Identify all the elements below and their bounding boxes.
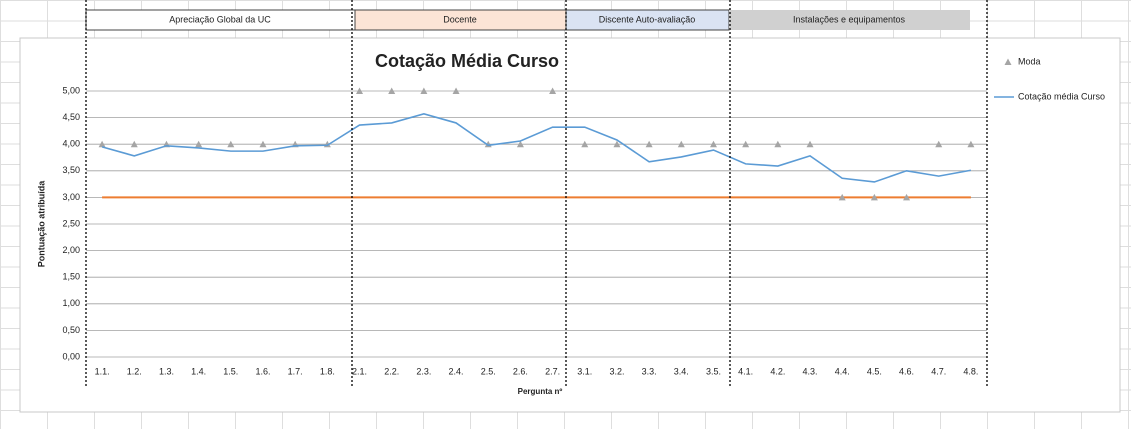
mode-marker (613, 140, 621, 148)
x-tick-label: 2.5. (481, 366, 496, 376)
mode-marker (195, 140, 203, 148)
mode-marker (356, 87, 364, 94)
header-label: Discente Auto-avaliação (599, 14, 696, 24)
header-cell (729, 10, 970, 30)
x-tick-label: 1.4. (191, 366, 206, 376)
mode-marker (935, 140, 943, 148)
x-axis-label: Pergunta nº (518, 387, 563, 396)
mode-marker (742, 140, 750, 148)
mode-marker (903, 193, 911, 201)
x-tick-label: 4.8. (963, 366, 978, 376)
y-tick-label: 3,50 (62, 165, 80, 175)
mode-marker (806, 140, 814, 148)
mode-marker (227, 140, 235, 148)
x-tick-label: 2.6. (513, 366, 528, 376)
x-tick-label: 3.4. (674, 366, 689, 376)
x-tick-label: 4.3. (803, 366, 818, 376)
mean-line (101, 113, 972, 183)
legend-label: Cotação média Curso (1018, 91, 1105, 101)
x-tick-label: 3.2. (609, 366, 624, 376)
chart-title: Cotação Média Curso (375, 51, 559, 71)
mode-marker (967, 140, 975, 148)
y-tick-label: 4,50 (62, 112, 80, 122)
header-label: Docente (443, 14, 477, 24)
x-tick-label: 2.4. (449, 366, 464, 376)
x-tick-label: 4.6. (899, 366, 914, 376)
x-tick-label: 3.1. (577, 366, 592, 376)
x-tick-label: 2.7. (545, 366, 560, 376)
y-tick-label: 0,50 (62, 325, 80, 335)
section-dividers (85, 0, 988, 386)
mode-marker (645, 140, 653, 148)
x-tick-label: 2.3. (416, 366, 431, 376)
x-tick-label: 1.6. (255, 366, 270, 376)
mode-marker (774, 140, 782, 148)
x-tick-label: 1.3. (159, 366, 174, 376)
mode-marker (259, 140, 267, 148)
x-tick-label: 2.2. (384, 366, 399, 376)
mode-marker (677, 140, 685, 148)
x-tick-label: 1.1. (95, 366, 110, 376)
mode-marker (452, 87, 460, 94)
y-tick-label: 4,00 (62, 139, 80, 149)
legend-marker (1004, 58, 1012, 65)
x-tick-label: 4.5. (867, 366, 882, 376)
x-tick-label: 1.5. (223, 366, 238, 376)
mode-marker (581, 140, 589, 148)
x-tick-label: 2.1. (352, 366, 367, 376)
mode-marker (838, 193, 846, 201)
y-tick-label: 0,00 (62, 351, 80, 361)
y-axis-label: Pontuação atribuída (36, 180, 46, 268)
x-tick-label: 3.3. (642, 366, 657, 376)
x-tick-label: 4.2. (770, 366, 785, 376)
mode-marker (870, 193, 878, 201)
x-tick-label: 4.4. (835, 366, 850, 376)
y-tick-label: 3,00 (62, 192, 80, 202)
x-tick-label: 4.1. (738, 366, 753, 376)
mode-marker (516, 140, 524, 148)
mode-marker (388, 87, 396, 94)
mode-marker (549, 87, 557, 94)
mode-marker (98, 140, 106, 148)
x-tick-label: 1.7. (288, 366, 303, 376)
x-tick-label: 1.8. (320, 366, 335, 376)
header-label: Instalações e equipamentos (793, 14, 906, 24)
header-label: Apreciação Global da UC (169, 14, 271, 24)
x-tick-label: 3.5. (706, 366, 721, 376)
x-tick-label: 4.7. (931, 366, 946, 376)
y-tick-label: 5,00 (62, 85, 80, 95)
x-tick-label: 1.2. (127, 366, 142, 376)
mode-marker (420, 87, 428, 94)
y-tick-label: 1,00 (62, 298, 80, 308)
y-tick-label: 2,00 (62, 245, 80, 255)
mode-marker (709, 140, 717, 148)
mode-marker (130, 140, 138, 148)
legend-label: Moda (1018, 56, 1041, 66)
y-tick-label: 1,50 (62, 272, 80, 282)
y-tick-label: 2,50 (62, 218, 80, 228)
chart-area (19, 37, 1121, 413)
